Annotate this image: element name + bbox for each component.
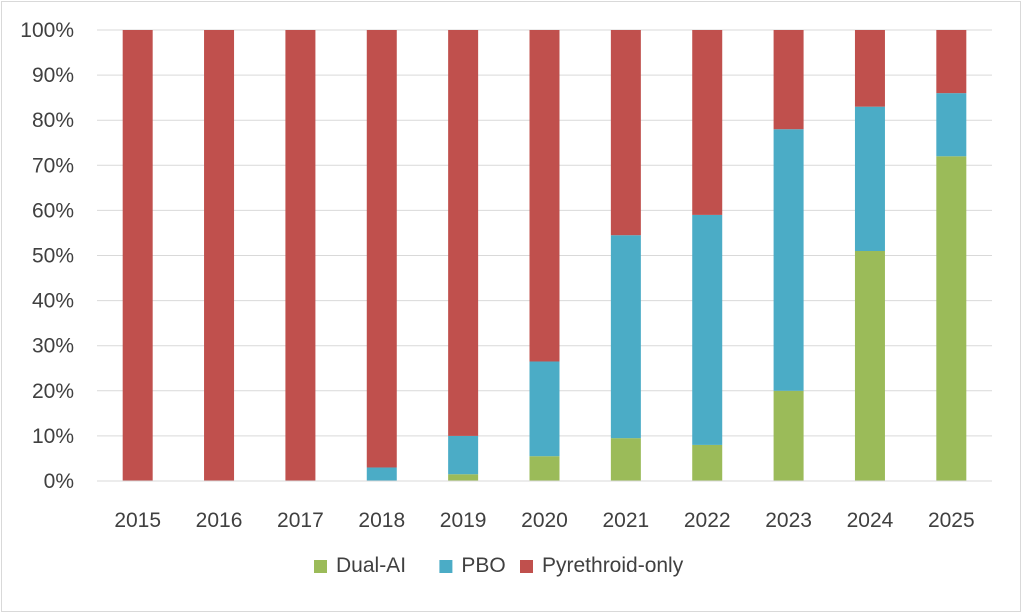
x-tick-label: 2021 xyxy=(603,509,650,532)
y-tick-label: 30% xyxy=(32,335,74,358)
x-tick-label: 2024 xyxy=(847,509,894,532)
bar-segment-pbo-2024 xyxy=(854,106,885,251)
bar-segment-pyrethroid-only-2025 xyxy=(936,30,967,94)
y-tick-label: 10% xyxy=(32,425,74,448)
bar-segment-dual-ai-2024 xyxy=(854,250,885,481)
legend-label-dual-ai: Dual-AI xyxy=(336,554,406,577)
x-tick-label: 2016 xyxy=(196,509,243,532)
bars xyxy=(122,30,967,481)
x-tick-label: 2015 xyxy=(114,509,161,532)
bar-segment-dual-ai-2019 xyxy=(448,474,479,481)
x-tick-label: 2018 xyxy=(358,509,405,532)
bar-segment-pyrethroid-only-2023 xyxy=(773,30,804,130)
bar-segment-pbo-2021 xyxy=(610,235,641,439)
bar-segment-pbo-2018 xyxy=(366,467,397,481)
legend-label-pyrethroid-only: Pyrethroid-only xyxy=(542,554,684,577)
x-tick-label: 2025 xyxy=(928,509,975,532)
legend-swatch-pbo xyxy=(439,560,453,573)
x-tick-label: 2023 xyxy=(765,509,812,532)
legend-swatch-pyrethroid-only xyxy=(520,560,533,573)
bar-segment-dual-ai-2021 xyxy=(610,438,641,481)
bar-segment-pbo-2020 xyxy=(529,361,560,457)
legend-label-pbo: PBO xyxy=(461,554,505,577)
bar-segment-dual-ai-2020 xyxy=(529,456,560,481)
x-tick-label: 2019 xyxy=(440,509,487,532)
x-tick-label: 2020 xyxy=(521,509,568,532)
y-tick-label: 50% xyxy=(32,245,74,268)
bar-segment-pyrethroid-only-2019 xyxy=(448,30,479,436)
y-tick-label: 100% xyxy=(20,19,74,42)
x-tick-label: 2017 xyxy=(277,509,324,532)
bar-segment-dual-ai-2025 xyxy=(936,156,967,481)
bar-segment-pyrethroid-only-2016 xyxy=(204,30,235,481)
bar-segment-pyrethroid-only-2020 xyxy=(529,30,560,362)
bar-segment-pyrethroid-only-2018 xyxy=(366,30,397,468)
bar-segment-pbo-2025 xyxy=(936,93,967,157)
bar-segment-pyrethroid-only-2015 xyxy=(122,30,153,481)
bar-segment-pyrethroid-only-2024 xyxy=(854,30,885,107)
bar-segment-dual-ai-2022 xyxy=(692,444,723,481)
y-tick-label: 80% xyxy=(32,109,74,132)
x-tick-label: 2022 xyxy=(684,509,731,532)
bar-segment-dual-ai-2023 xyxy=(773,390,804,481)
legend-swatch-dual-ai xyxy=(314,560,327,573)
y-axis: 0% 10% 20% 30% 40% 50% 60% 70% 80% 90% 100% xyxy=(20,19,74,493)
y-tick-label: 20% xyxy=(32,380,74,403)
y-tick-label: 70% xyxy=(32,154,74,177)
y-tick-label: 0% xyxy=(44,470,74,493)
y-tick-label: 90% xyxy=(32,64,74,87)
y-tick-label: 60% xyxy=(32,199,74,222)
bar-segment-pbo-2019 xyxy=(448,435,479,475)
bar-segment-pyrethroid-only-2022 xyxy=(692,30,723,215)
legend: Dual-AI PBO Pyrethroid-only xyxy=(314,554,684,577)
bar-segment-pbo-2022 xyxy=(692,214,723,445)
y-tick-label: 40% xyxy=(32,290,74,313)
x-axis: 2015 2016 2017 2018 2019 2020 2021 2022 2023 2024… xyxy=(97,480,992,532)
bar-segment-pyrethroid-only-2021 xyxy=(610,30,641,236)
bar-segment-pbo-2023 xyxy=(773,129,804,391)
bar-segment-pyrethroid-only-2017 xyxy=(285,30,316,481)
